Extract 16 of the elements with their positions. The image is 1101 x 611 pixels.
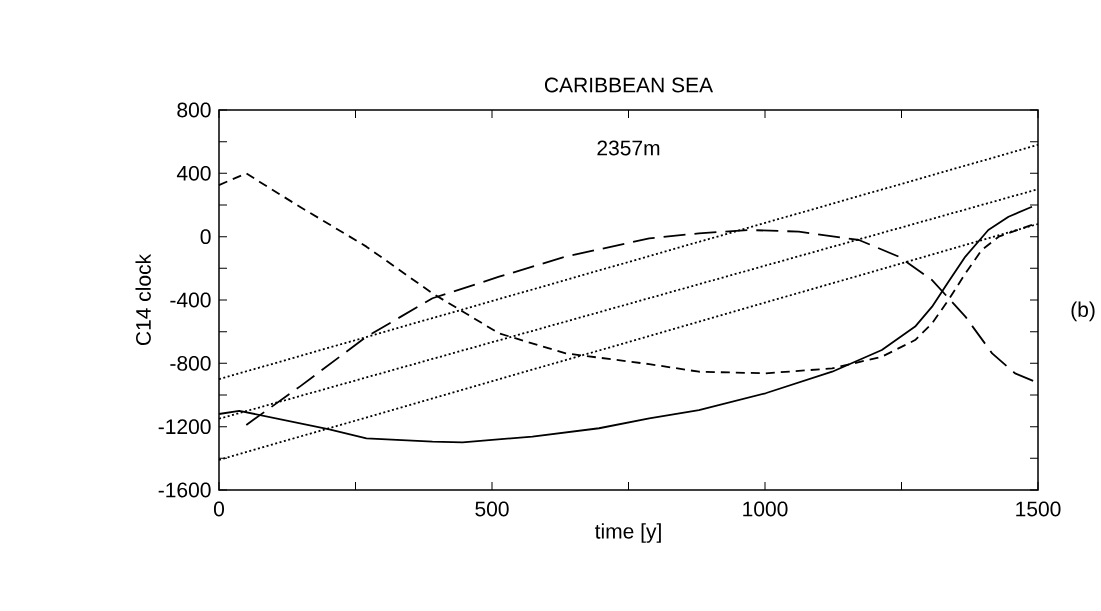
y-axis-title: C14 clock	[135, 253, 151, 346]
y-tick-label: -400	[170, 292, 211, 308]
chart-title: CARIBBEAN SEA	[544, 77, 714, 93]
x-tick-label: 1500	[1016, 501, 1061, 517]
y-tick-label: -800	[170, 355, 211, 371]
y-tick-label: -1600	[158, 482, 211, 498]
annotation: 2357m	[597, 140, 660, 156]
x-tick-label: 0	[213, 501, 225, 517]
text: (b)	[1071, 301, 1095, 322]
y-tick-label: -1200	[158, 419, 211, 435]
y-tick-label: 800	[177, 102, 211, 118]
y-tick-label: 0	[200, 229, 211, 245]
x-axis-title: time [y]	[594, 523, 661, 543]
y-tick-label: 400	[176, 165, 211, 181]
x-tick-label: 1000	[743, 501, 788, 517]
x-tick-label: 500	[475, 501, 509, 517]
